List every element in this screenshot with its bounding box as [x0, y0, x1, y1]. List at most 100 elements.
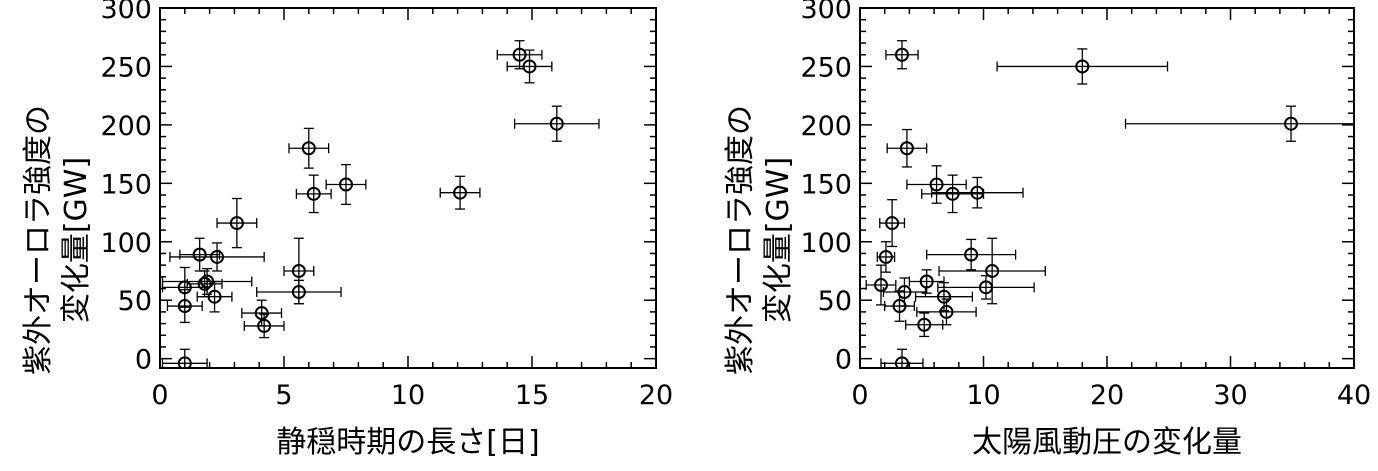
left-data-point: [241, 299, 283, 327]
right-data-point: [914, 282, 974, 312]
left-data-point: [513, 105, 600, 142]
right-data-point: [876, 241, 896, 273]
point-marker: [873, 278, 888, 293]
right-ytick-label: 250: [800, 52, 852, 83]
left-data-point: [169, 242, 265, 272]
left-data-point: [288, 127, 330, 169]
right-scatter-panel: 紫外オーロラ強度の 変化量[GW] 太陽風動圧の変化量 050100150200…: [723, 0, 1371, 460]
left-xtick-label: 10: [391, 380, 425, 411]
right-data-point: [916, 298, 977, 326]
point-marker: [929, 177, 944, 192]
point-marker: [177, 299, 192, 314]
point-marker: [892, 299, 907, 314]
left-scatter-panel: 紫外オーロラ強度の 変化量[GW] 静穏時期の長さ[日] 05010015020…: [21, 0, 673, 460]
right-ytick-label: 150: [800, 169, 852, 200]
right-data-point: [938, 237, 1046, 305]
right-data-point: [906, 165, 967, 204]
point-marker: [885, 216, 900, 231]
left-ytick-label: 200: [100, 111, 152, 142]
point-marker: [964, 247, 979, 262]
point-marker: [894, 47, 909, 62]
point-marker: [210, 249, 225, 264]
point-marker: [945, 186, 960, 201]
point-marker: [899, 141, 914, 156]
point-marker: [306, 186, 321, 201]
right-ytick-label: 50: [818, 286, 852, 317]
point-marker: [207, 289, 222, 304]
point-marker: [1284, 116, 1299, 131]
right-ylabel-line-1: 紫外オーロラ強度の: [723, 105, 758, 375]
right-ylabel-line-2: 変化量[GW]: [761, 157, 796, 323]
left-data-point: [161, 267, 253, 296]
point-marker: [978, 280, 993, 295]
point-marker: [1075, 59, 1090, 74]
right-ytick-label: 100: [800, 228, 852, 259]
left-data-point: [166, 289, 203, 324]
point-marker: [291, 285, 306, 300]
left-data-point: [256, 279, 342, 305]
point-marker: [919, 274, 934, 289]
left-xlabel: 静穏時期の長さ[日]: [276, 425, 539, 460]
left-data-point: [439, 175, 481, 210]
point-marker: [917, 317, 932, 332]
right-data-point: [882, 277, 927, 307]
point-marker: [229, 216, 244, 231]
left-ylabel-line-2: 変化量[GW]: [59, 157, 94, 323]
right-data-point: [884, 290, 915, 322]
point-marker: [192, 247, 207, 262]
right-data-point: [996, 48, 1169, 85]
point-marker: [522, 59, 537, 74]
right-xtick-label: 10: [966, 380, 1000, 411]
point-marker: [254, 306, 269, 321]
right-xtick-label: 20: [1090, 380, 1124, 411]
right-data-point: [879, 199, 906, 248]
right-data-point: [865, 264, 897, 306]
left-ylabel: 紫外オーロラ強度の 変化量[GW]: [21, 105, 94, 375]
left-data-point: [216, 197, 258, 249]
left-data-point: [196, 280, 233, 313]
right-data-point: [930, 176, 1024, 209]
left-data-point: [243, 313, 285, 339]
left-data-point: [186, 270, 223, 298]
point-marker: [970, 185, 985, 200]
left-xtick-label: 5: [275, 380, 292, 411]
right-data-point: [880, 348, 924, 368]
point-marker: [549, 116, 564, 131]
right-plot-frame: [859, 7, 1355, 369]
left-ytick-label: 300: [100, 0, 152, 25]
right-data-point: [937, 275, 1035, 300]
point-marker: [894, 356, 909, 368]
left-ytick-label: 0: [135, 345, 152, 376]
left-data-point: [496, 40, 543, 70]
left-data-point: [161, 348, 208, 368]
left-xtick-label: 15: [515, 380, 549, 411]
point-marker: [177, 356, 192, 368]
right-ytick-label: 0: [835, 345, 852, 376]
point-marker: [339, 177, 353, 192]
left-xtick-label: 20: [639, 380, 673, 411]
left-ytick-label: 250: [100, 52, 152, 83]
right-xlabel: 太陽風動圧の変化量: [972, 425, 1242, 460]
right-data-points: [865, 40, 1354, 368]
point-marker: [512, 47, 527, 62]
point-marker: [939, 304, 954, 319]
left-data-point: [325, 163, 367, 206]
right-data-point: [886, 128, 928, 168]
left-data-point: [295, 174, 332, 214]
point-marker: [301, 141, 316, 156]
right-ytick-label: 300: [800, 0, 852, 25]
right-data-point: [1124, 105, 1354, 142]
left-ylabel-line-1: 紫外オーロラ強度の: [21, 105, 56, 375]
left-data-point: [506, 49, 553, 84]
point-marker: [291, 263, 306, 278]
point-marker: [197, 276, 212, 291]
right-data-point: [885, 40, 919, 70]
right-ylabel: 紫外オーロラ強度の 変化量[GW]: [723, 105, 796, 375]
left-ytick-label: 150: [100, 169, 152, 200]
right-xtick-label: 0: [851, 380, 868, 411]
right-ytick-label: 200: [800, 111, 852, 142]
right-xtick-label: 30: [1213, 380, 1247, 411]
right-data-point: [926, 238, 1017, 271]
right-xtick-label: 40: [1337, 380, 1371, 411]
